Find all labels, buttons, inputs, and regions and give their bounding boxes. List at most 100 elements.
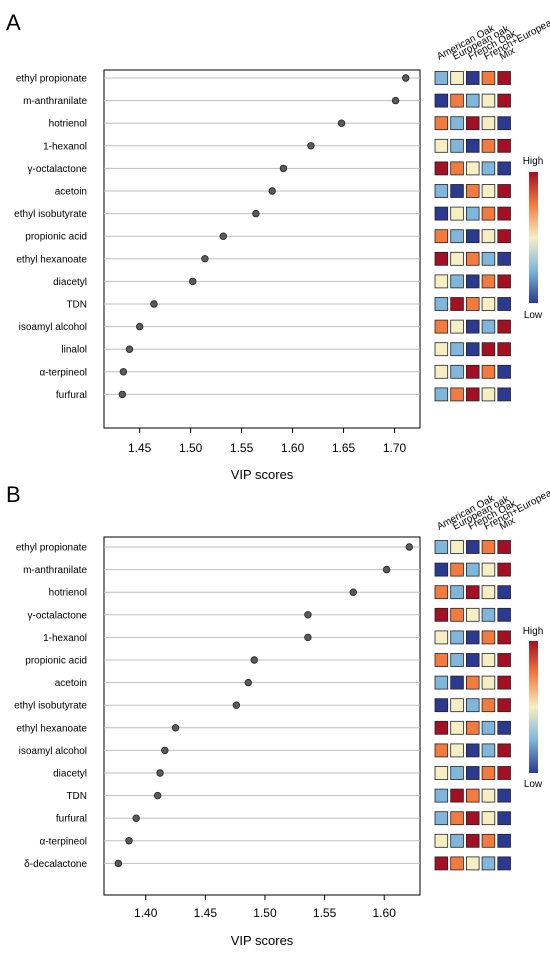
vip-point: [304, 633, 312, 642]
vip-point: [405, 543, 413, 551]
heatmap-cell: [497, 856, 511, 871]
heatmap-cell: [465, 319, 480, 334]
color-scale-bar: [529, 172, 538, 303]
vip-point: [118, 390, 127, 399]
row-label: TDN: [66, 791, 87, 802]
vip-point: [171, 724, 180, 732]
heatmap-cell: [481, 562, 496, 577]
heatmap-cell: [434, 766, 449, 780]
heatmap-cell: [465, 274, 480, 289]
heatmap-cell: [497, 387, 511, 402]
heatmap-cell: [434, 364, 449, 379]
vip-point: [156, 769, 164, 777]
heatmap-cell: [497, 743, 511, 758]
vip-point: [244, 678, 252, 687]
heatmap-cell: [481, 698, 496, 713]
heatmap-cell: [481, 364, 496, 379]
row-label: α-terpineol: [40, 836, 87, 847]
row-label: ethyl hexanoate: [16, 723, 87, 734]
heatmap-cell: [497, 184, 511, 198]
heatmap-cell: [434, 319, 449, 334]
row-label: acetoin: [55, 678, 87, 689]
heatmap-cell: [434, 630, 449, 645]
heatmap-cell: [434, 653, 449, 667]
row-label: ethyl propionate: [16, 74, 88, 85]
heatmap-cell: [450, 540, 464, 554]
x-tick-label: 1.50: [179, 441, 203, 455]
vip-point: [307, 142, 315, 150]
row-label: isoamyl alcohol: [19, 746, 87, 757]
heatmap-cell: [481, 766, 496, 780]
vip-point: [132, 814, 140, 822]
heatmap-cell: [450, 319, 464, 334]
row-label: linalol: [61, 345, 87, 356]
heatmap-cell: [434, 251, 449, 266]
plot-frame: [103, 69, 421, 429]
row-label: isoamyl alcohol: [19, 322, 87, 333]
x-tick-label: 1.60: [373, 906, 397, 920]
vip-point: [382, 565, 391, 574]
vip-point: [304, 611, 312, 619]
heatmap-cell: [450, 274, 464, 289]
heatmap-cell: [450, 856, 464, 871]
row-label: ethyl hexanoate: [16, 254, 87, 265]
vip-point: [250, 656, 258, 664]
x-tick-label: 1.50: [253, 906, 277, 920]
row-label: 1-hexanol: [43, 633, 87, 644]
heatmap-cell: [465, 607, 480, 622]
heatmap-cell: [497, 342, 511, 357]
row-label: m-anthranilate: [23, 565, 87, 576]
vip-point: [268, 187, 276, 195]
heatmap-cell: [497, 698, 511, 713]
plot-frame: [103, 536, 421, 896]
row-label: γ-octalactone: [28, 610, 88, 621]
heatmap-cell: [434, 743, 449, 758]
heatmap-cell: [497, 585, 511, 600]
heatmap-cell: [434, 856, 449, 871]
heatmap-cell: [450, 184, 464, 198]
row-label: TDN: [66, 300, 87, 311]
heatmap-cell: [450, 116, 464, 131]
heatmap-cell: [465, 387, 480, 402]
heatmap-cell: [450, 653, 464, 667]
heatmap-cell: [481, 856, 496, 871]
heatmap-cell: [450, 342, 464, 357]
heatmap-cell: [434, 116, 449, 131]
heatmap-cell: [450, 387, 464, 402]
vip-point: [349, 588, 357, 596]
heatmap-cell: [481, 653, 496, 667]
heatmap-cell: [481, 116, 496, 131]
heatmap-cell: [465, 138, 480, 153]
heatmap-cell: [465, 206, 480, 221]
row-label: acetoin: [55, 187, 87, 198]
heatmap-cell: [497, 229, 511, 244]
heatmap-cell: [497, 833, 511, 848]
heatmap-cell: [465, 540, 480, 554]
heatmap-cell: [465, 251, 480, 266]
x-tick-label: 1.55: [230, 441, 254, 455]
heatmap-cell: [497, 653, 511, 667]
heatmap-cell: [481, 297, 496, 311]
vip-point: [232, 701, 241, 709]
heatmap-cell: [465, 342, 480, 357]
heatmap-cell: [497, 364, 511, 379]
row-label: ethyl isobutyrate: [14, 701, 87, 712]
heatmap-cell: [465, 788, 480, 803]
row-label: furfural: [56, 390, 87, 401]
vip-point: [135, 322, 144, 331]
heatmap-cell: [497, 540, 511, 554]
heatmap-cell: [481, 251, 496, 266]
vip-point: [125, 345, 134, 353]
vip-point: [219, 232, 227, 240]
scale-high-label: High: [523, 626, 544, 637]
panel-label: B: [6, 482, 21, 507]
heatmap-cell: [465, 630, 480, 645]
vip-point: [391, 96, 400, 105]
row-label: diacetyl: [53, 769, 87, 780]
heatmap-cell: [481, 161, 496, 176]
heatmap-cell: [497, 630, 511, 645]
heatmap-cell: [481, 720, 496, 735]
heatmap-cell: [434, 387, 449, 402]
heatmap-cell: [434, 720, 449, 735]
heatmap-cell: [481, 274, 496, 289]
